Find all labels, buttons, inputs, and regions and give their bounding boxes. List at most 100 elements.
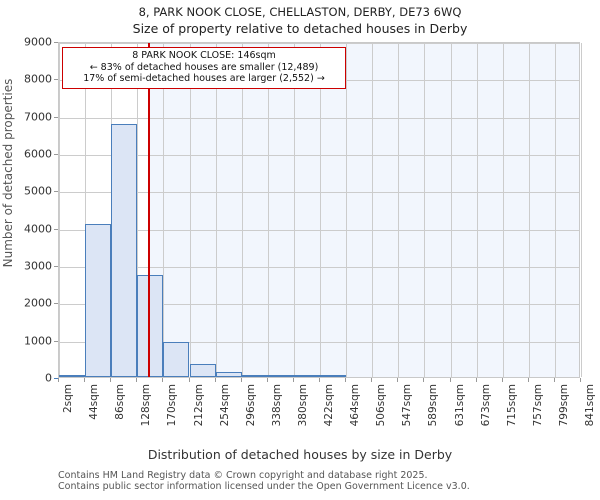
y-axis-tick-label: 7000 (24, 110, 52, 124)
x-axis-tick-mark (423, 378, 425, 382)
y-axis-tick-label: 8000 (24, 72, 52, 86)
gridline-horizontal (59, 229, 579, 231)
y-axis-tick-label: 0 (45, 371, 52, 385)
annotation-line-2: ← 83% of detached houses are smaller (12… (89, 61, 319, 73)
gridline-vertical (346, 43, 348, 377)
x-axis-tick-mark (214, 378, 216, 382)
y-axis-tick-mark (54, 228, 58, 230)
gridline-vertical (554, 43, 556, 377)
x-axis-tick-mark (501, 378, 503, 382)
y-axis-tick-label: 1000 (24, 334, 52, 348)
x-axis-tick-label: 715sqm (505, 384, 518, 427)
x-axis-tick-label: 254sqm (218, 384, 231, 427)
chart-title-block: 8, PARK NOOK CLOSE, CHELLASTON, DERBY, D… (0, 4, 600, 37)
y-axis-tick-mark (54, 266, 58, 267)
gridline-horizontal (59, 304, 579, 306)
x-axis-tick-mark (240, 378, 242, 382)
x-axis-tick-mark (475, 378, 477, 382)
histogram-bar (320, 375, 347, 377)
x-axis-tick-label: 86sqm (114, 384, 127, 420)
page-title: 8, PARK NOOK CLOSE, CHELLASTON, DERBY, D… (138, 5, 462, 19)
x-axis-tick-mark (449, 378, 451, 382)
gridline-vertical (372, 43, 374, 377)
x-axis-tick-mark (397, 378, 399, 382)
chart-subtitle: Size of property relative to detached ho… (132, 21, 468, 36)
x-axis-tick-mark (162, 378, 164, 382)
x-axis-tick-label: 506sqm (375, 384, 388, 427)
y-axis-tick-mark (54, 378, 58, 379)
x-axis-tick-label: 673sqm (479, 384, 492, 427)
histogram-bar (293, 375, 320, 377)
x-axis-tick-mark (292, 378, 294, 382)
y-axis-tick-label: 4000 (24, 222, 52, 236)
x-axis-tick-mark (58, 378, 59, 382)
gridline-horizontal (59, 155, 579, 156)
y-axis-tick-mark (54, 42, 58, 43)
gridline-vertical (189, 43, 191, 377)
x-axis-tick-label: 631sqm (453, 384, 466, 427)
x-axis-tick-label: 380sqm (296, 384, 309, 427)
histogram-bars (59, 43, 579, 377)
gridline-horizontal (59, 267, 579, 268)
x-axis-tick-mark (110, 378, 112, 382)
gridline-vertical (293, 43, 295, 377)
x-axis-tick-label: 2sqm (62, 384, 74, 414)
x-axis-tick-label: 296sqm (244, 384, 257, 427)
x-axis-tick-label: 464sqm (349, 384, 362, 427)
y-axis-tick-mark (54, 191, 58, 193)
y-axis-tick-mark (54, 79, 58, 81)
gridline-vertical (502, 43, 504, 377)
x-axis-tick-label: 44sqm (88, 384, 101, 420)
x-axis-tick-label: 799sqm (557, 384, 570, 427)
property-annotation-box: 8 PARK NOOK CLOSE: 146sqm ← 83% of detac… (62, 47, 346, 89)
attribution-footer: Contains HM Land Registry data © Crown c… (58, 470, 578, 492)
gridline-vertical (450, 43, 452, 377)
x-axis-tick-label: 422sqm (323, 384, 335, 427)
gridline-vertical (267, 43, 269, 377)
footer-line-2: Contains public sector information licen… (58, 481, 470, 492)
x-axis-tick-mark (266, 378, 268, 382)
histogram-bar (215, 372, 242, 377)
gridline-vertical (215, 43, 217, 377)
gridline-horizontal (59, 43, 579, 44)
y-axis-label: Number of detached properties (1, 78, 15, 268)
gridline-vertical (85, 43, 87, 377)
histogram-bar (59, 374, 86, 377)
gridline-vertical (398, 43, 400, 377)
y-axis-tick-mark (54, 154, 58, 155)
gridline-vertical (476, 43, 478, 377)
x-axis-tick-mark (553, 378, 555, 382)
x-axis-tick-mark (580, 378, 581, 382)
y-axis-tick-mark (54, 340, 58, 342)
x-axis-tick-label: 589sqm (427, 384, 440, 427)
y-axis-tick-label: 6000 (24, 147, 52, 161)
x-axis-tick-label: 757sqm (531, 384, 544, 427)
y-axis-tick-mark (54, 116, 58, 118)
y-axis-tick-mark (54, 303, 58, 305)
histogram-bar (85, 223, 112, 377)
histogram-bar (111, 123, 138, 377)
x-axis-tick-mark (527, 378, 529, 382)
histogram-bar (267, 375, 294, 377)
gridline-vertical (581, 43, 582, 377)
gridline-horizontal (59, 117, 579, 119)
histogram-bar (241, 374, 268, 377)
annotation-line-3: 17% of semi-detached houses are larger (… (83, 73, 325, 84)
x-axis-tick-mark (84, 378, 86, 382)
x-axis-tick-label: 170sqm (166, 384, 179, 427)
gridline-vertical (241, 43, 243, 377)
x-axis-label: Distribution of detached houses by size … (147, 447, 453, 462)
x-axis-tick-label: 547sqm (401, 384, 414, 427)
gridline-vertical (320, 43, 321, 377)
y-axis-tick-label: 2000 (24, 296, 52, 310)
x-axis-tick-label: 338sqm (270, 384, 283, 427)
y-axis-tick-label: 3000 (24, 259, 52, 273)
x-axis-tick-mark (188, 378, 190, 382)
footer-line-1: Contains HM Land Registry data © Crown c… (58, 470, 428, 481)
histogram-bar (163, 341, 190, 377)
x-axis-tick-mark (371, 378, 373, 382)
x-axis-tick-mark (136, 378, 138, 382)
x-axis-tick-label: 212sqm (192, 384, 205, 427)
plot-area (58, 42, 582, 378)
